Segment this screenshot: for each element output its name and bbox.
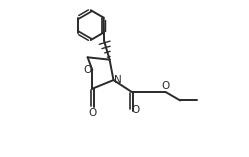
Text: O: O (132, 105, 140, 115)
Text: N: N (114, 75, 122, 85)
Text: O: O (88, 108, 96, 118)
Text: O: O (84, 65, 92, 75)
Text: O: O (161, 81, 170, 91)
